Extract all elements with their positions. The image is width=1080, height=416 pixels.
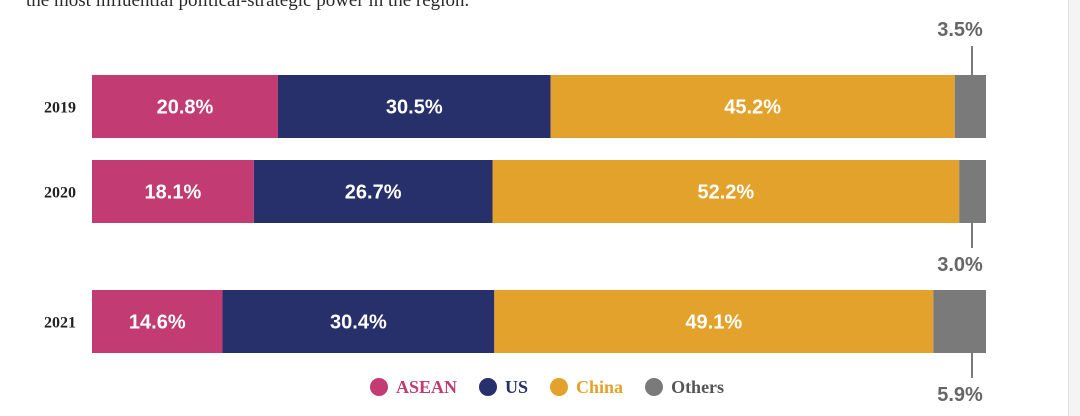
legend-swatch-us — [479, 378, 498, 396]
data-label-us-2020: 26.7% — [345, 182, 402, 204]
legend-item-asean: ASEAN — [370, 377, 457, 398]
legend-label-china: China — [576, 376, 624, 397]
chart-legend: ASEAN US China Others — [370, 374, 724, 400]
year-label-2020: 2020 — [44, 185, 76, 202]
data-label-china-2019: 45.2% — [724, 97, 781, 119]
data-label-others-2019: 3.5% — [937, 19, 983, 41]
data-label-others-2020: 3.0% — [937, 254, 983, 276]
data-label-asean-2019: 20.8% — [157, 97, 214, 119]
bar-segment-others-2020 — [959, 160, 986, 223]
bar-segment-us-2020 — [253, 160, 493, 223]
data-label-asean-2021: 14.6% — [129, 312, 186, 334]
data-label-china-2021: 49.1% — [685, 312, 742, 334]
legend-swatch-asean — [370, 378, 388, 396]
data-label-us-2019: 30.5% — [386, 97, 443, 119]
legend-label-asean: ASEAN — [396, 376, 458, 397]
bar-segment-china-2021 — [494, 290, 934, 353]
data-label-others-2021: 5.9% — [937, 384, 983, 406]
chart-caption: the most influential political-strategic… — [26, 0, 470, 11]
data-label-asean-2020: 18.1% — [145, 182, 202, 204]
bar-segment-others-2021 — [933, 290, 986, 353]
legend-swatch-others — [645, 378, 664, 396]
legend-label-us: US — [505, 376, 529, 397]
bar-segment-china-2020 — [492, 160, 960, 223]
legend-label-others: Others — [671, 376, 725, 397]
scrollbar-track[interactable] — [1068, 0, 1080, 416]
bar-segment-asean-2019 — [92, 75, 278, 138]
legend-item-others: Others — [645, 377, 724, 398]
bar-segment-asean-2021 — [92, 290, 223, 353]
legend-item-us: US — [479, 377, 528, 398]
bar-segment-us-2019 — [277, 75, 551, 138]
year-label-2021: 2021 — [44, 315, 76, 332]
bar-segment-china-2019 — [550, 75, 955, 138]
year-label-2019: 2019 — [44, 100, 76, 117]
bar-segment-others-2019 — [954, 75, 986, 138]
legend-item-china: China — [550, 377, 623, 398]
data-label-china-2020: 52.2% — [697, 182, 754, 204]
legend-swatch-china — [550, 378, 569, 396]
bar-segment-us-2021 — [222, 290, 495, 353]
data-label-us-2021: 30.4% — [330, 312, 387, 334]
bar-segment-asean-2020 — [92, 160, 254, 223]
